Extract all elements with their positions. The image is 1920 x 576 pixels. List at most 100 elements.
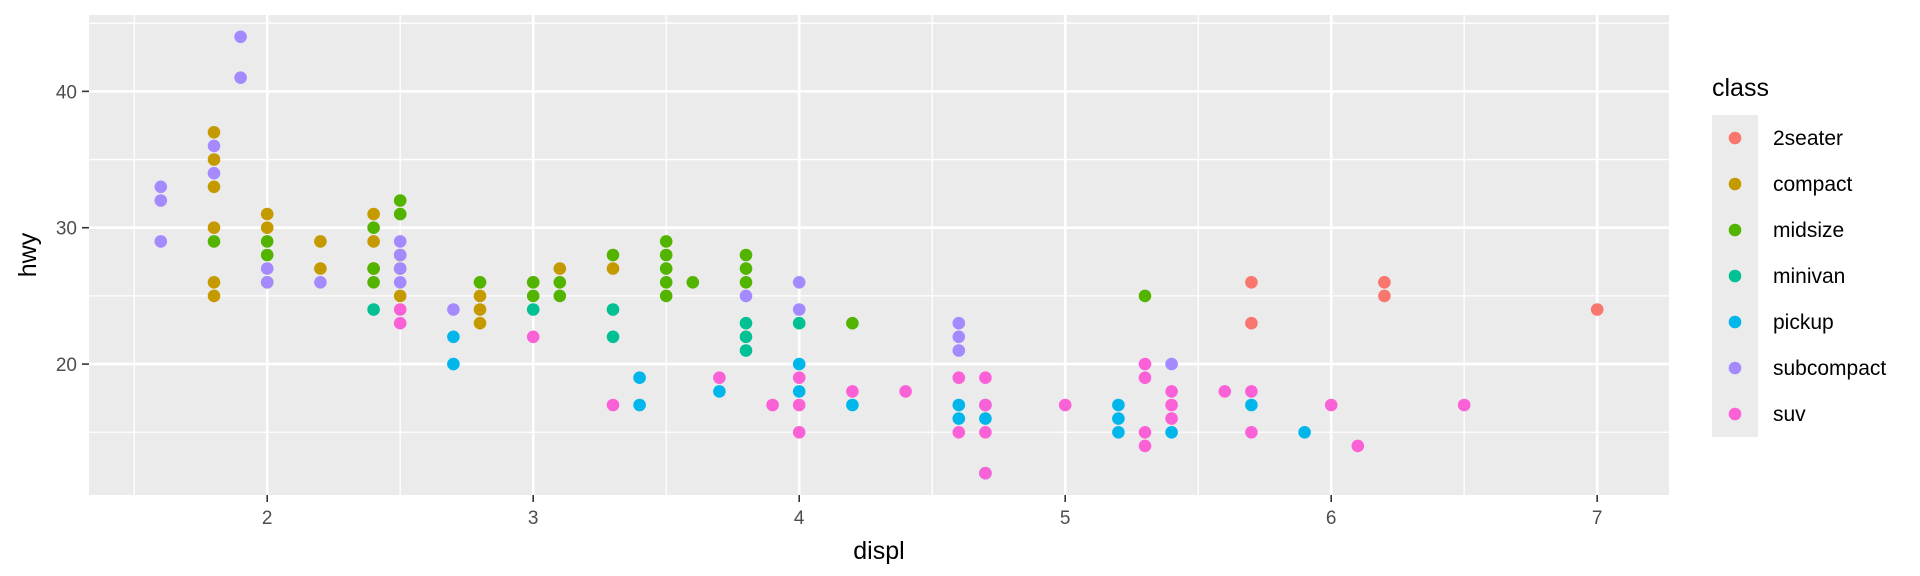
data-point <box>952 398 966 412</box>
data-point <box>606 248 620 262</box>
data-point <box>633 398 646 412</box>
series-2seater <box>1245 276 1604 330</box>
data-point <box>1218 385 1232 398</box>
data-point <box>846 385 859 398</box>
data-point <box>1058 398 1072 412</box>
data-point <box>1165 385 1178 398</box>
data-point <box>473 289 487 303</box>
data-point <box>792 371 806 385</box>
data-point <box>553 289 567 303</box>
data-point <box>1138 426 1152 439</box>
data-point <box>367 235 380 248</box>
legend-key <box>1728 269 1742 283</box>
data-point <box>792 385 806 398</box>
data-point <box>260 221 274 234</box>
data-point <box>314 235 327 248</box>
data-point <box>367 221 380 234</box>
data-point <box>952 426 966 439</box>
data-point <box>606 398 620 412</box>
data-point <box>367 276 380 289</box>
data-point <box>952 371 966 385</box>
legend-label: minivan <box>1773 265 1845 288</box>
data-point <box>739 316 753 330</box>
data-point <box>393 316 407 330</box>
x-tick-label: 2 <box>262 508 273 529</box>
data-point <box>686 276 700 289</box>
legend-item-pickup: pickup <box>1728 311 1834 334</box>
data-point <box>952 330 966 344</box>
data-point <box>553 276 567 289</box>
data-point <box>393 235 407 248</box>
data-point <box>979 398 992 412</box>
x-tick-label: 5 <box>1060 508 1071 529</box>
data-point <box>792 276 806 289</box>
legend-label: suv <box>1773 403 1806 426</box>
data-point <box>1245 398 1258 412</box>
data-point <box>207 221 221 234</box>
x-axis: 2 3 4 5 6 7 <box>262 495 1602 529</box>
legend-item-compact: compact <box>1728 173 1853 196</box>
data-point <box>1324 398 1338 412</box>
data-point <box>207 235 221 248</box>
data-point <box>899 385 912 398</box>
data-point <box>606 330 620 344</box>
data-point <box>207 276 221 289</box>
data-point <box>393 262 407 275</box>
data-point <box>393 248 407 262</box>
data-point <box>1165 412 1178 425</box>
data-point <box>207 153 221 166</box>
data-point <box>739 262 753 275</box>
data-point <box>393 289 407 303</box>
data-point <box>393 303 407 316</box>
data-point <box>739 344 753 357</box>
data-point <box>1590 303 1604 316</box>
data-point <box>1112 398 1125 412</box>
data-point <box>447 303 460 316</box>
data-point <box>739 248 753 262</box>
data-point <box>606 303 620 316</box>
data-point <box>154 180 168 194</box>
data-point <box>1112 412 1125 425</box>
data-point <box>260 276 274 289</box>
data-point <box>367 262 380 275</box>
legend-label: 2seater <box>1773 127 1843 150</box>
data-point <box>207 180 221 194</box>
data-point <box>739 289 753 303</box>
legend-item-2seater: 2seater <box>1728 127 1843 150</box>
data-point <box>1245 316 1258 330</box>
data-point <box>713 371 726 385</box>
data-point <box>1245 385 1258 398</box>
legend-item-suv: suv <box>1728 403 1806 426</box>
legend-key <box>1728 407 1742 421</box>
x-tick-label: 6 <box>1326 508 1337 529</box>
x-tick-label: 3 <box>528 508 539 529</box>
data-point <box>154 194 168 207</box>
data-point <box>846 316 859 330</box>
data-point <box>260 235 274 248</box>
data-point <box>1245 276 1258 289</box>
legend-items: 2seater compact midsize minivan pickup subcom… <box>1728 127 1886 426</box>
y-tick-label: 30 <box>56 219 77 240</box>
data-point <box>1378 276 1391 289</box>
data-point <box>526 276 540 289</box>
data-point <box>952 344 966 357</box>
legend-item-midsize: midsize <box>1728 219 1844 242</box>
x-axis-title: displ <box>853 537 904 565</box>
data-point <box>792 398 806 412</box>
grid-major <box>89 15 1669 495</box>
data-point <box>473 303 487 316</box>
data-point <box>260 248 274 262</box>
data-point <box>526 303 540 316</box>
data-point <box>553 262 567 275</box>
data-point <box>979 426 992 439</box>
legend-label: subcompact <box>1773 357 1886 380</box>
data-point <box>659 289 673 303</box>
data-point <box>207 166 221 180</box>
data-point <box>207 126 221 139</box>
data-point <box>1165 398 1178 412</box>
legend-title: class <box>1712 74 1769 102</box>
legend-label: compact <box>1773 173 1853 196</box>
data-point <box>846 398 859 412</box>
data-point <box>447 330 460 344</box>
